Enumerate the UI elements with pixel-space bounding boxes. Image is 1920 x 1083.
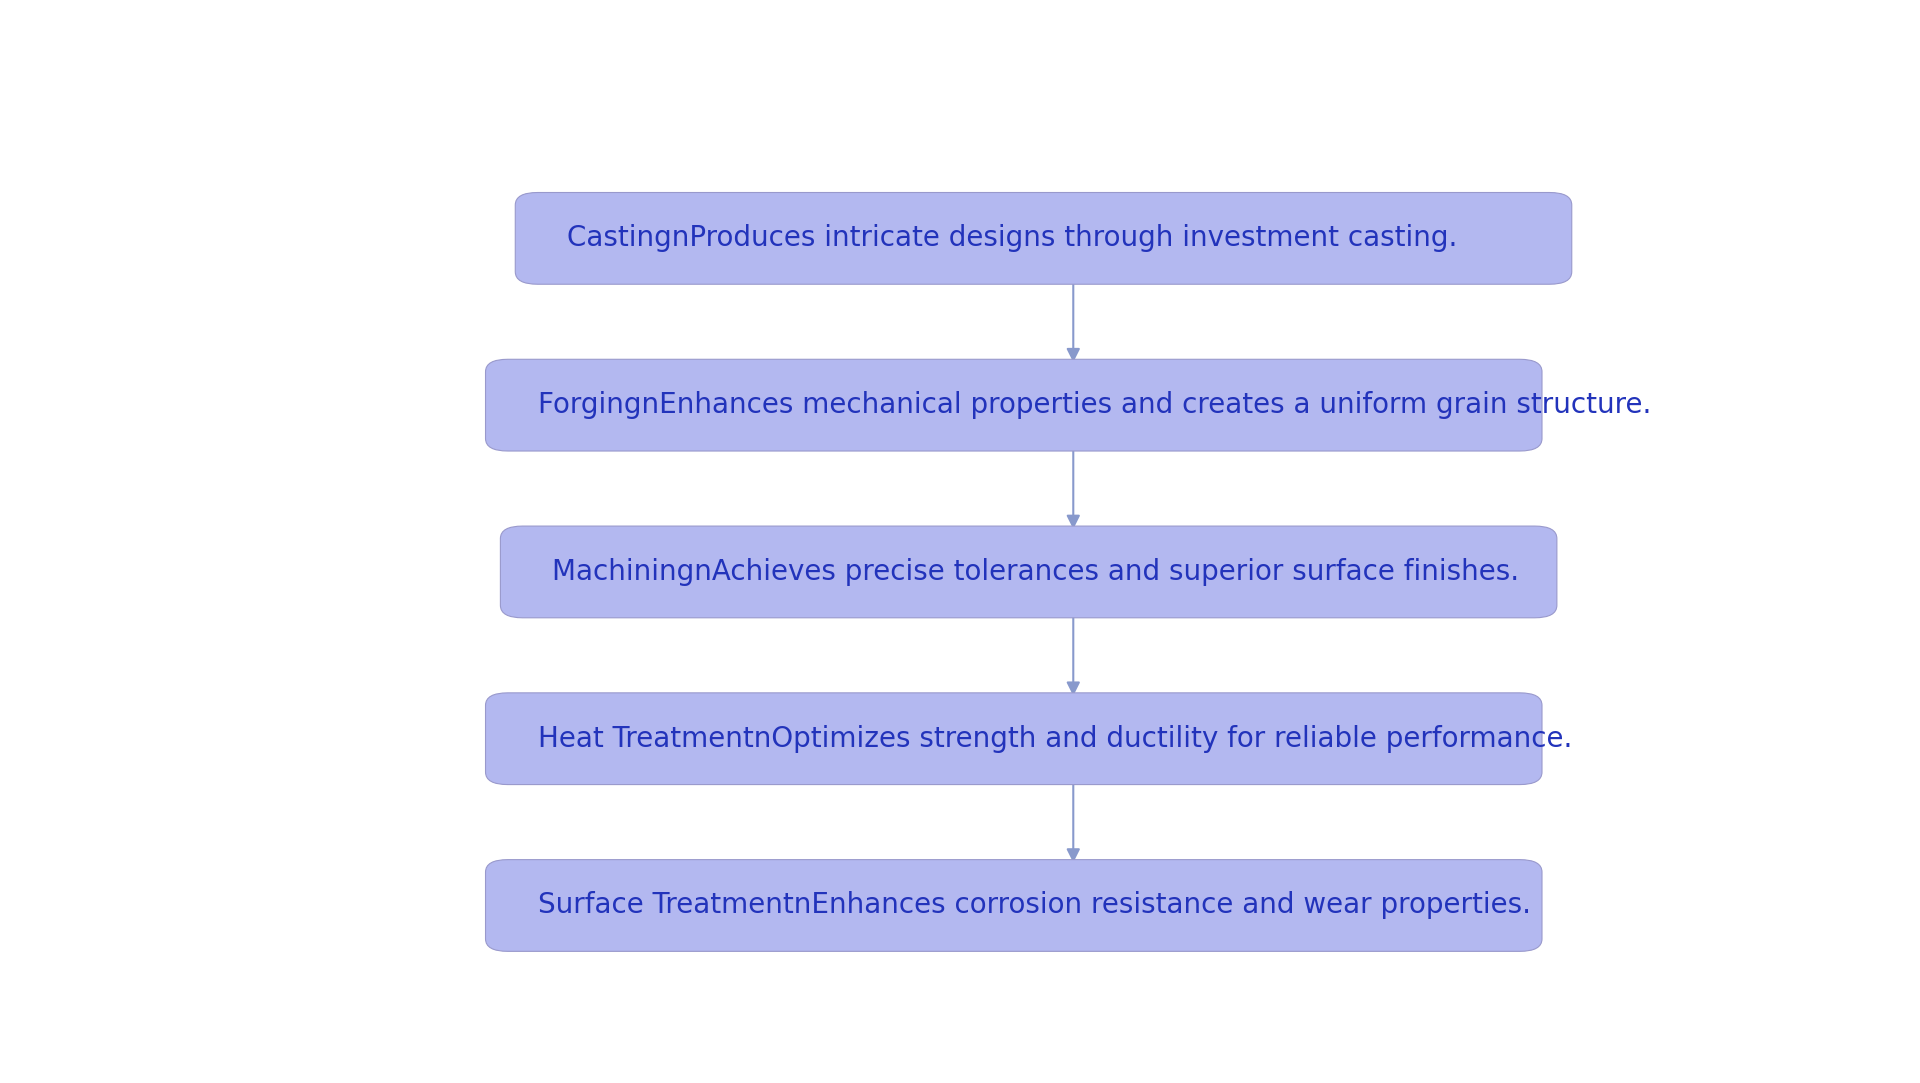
FancyBboxPatch shape — [501, 526, 1557, 617]
Text: Heat TreatmentnOptimizes strength and ductility for reliable performance.: Heat TreatmentnOptimizes strength and du… — [538, 725, 1572, 753]
Text: CastingnProduces intricate designs through investment casting.: CastingnProduces intricate designs throu… — [568, 224, 1457, 252]
FancyBboxPatch shape — [486, 693, 1542, 784]
FancyBboxPatch shape — [486, 360, 1542, 451]
FancyBboxPatch shape — [486, 860, 1542, 951]
Text: Surface TreatmentnEnhances corrosion resistance and wear properties.: Surface TreatmentnEnhances corrosion res… — [538, 891, 1530, 919]
Text: ForgingnEnhances mechanical properties and creates a uniform grain structure.: ForgingnEnhances mechanical properties a… — [538, 391, 1651, 419]
FancyBboxPatch shape — [515, 193, 1572, 284]
Text: MachiningnAchieves precise tolerances and superior surface finishes.: MachiningnAchieves precise tolerances an… — [553, 558, 1519, 586]
